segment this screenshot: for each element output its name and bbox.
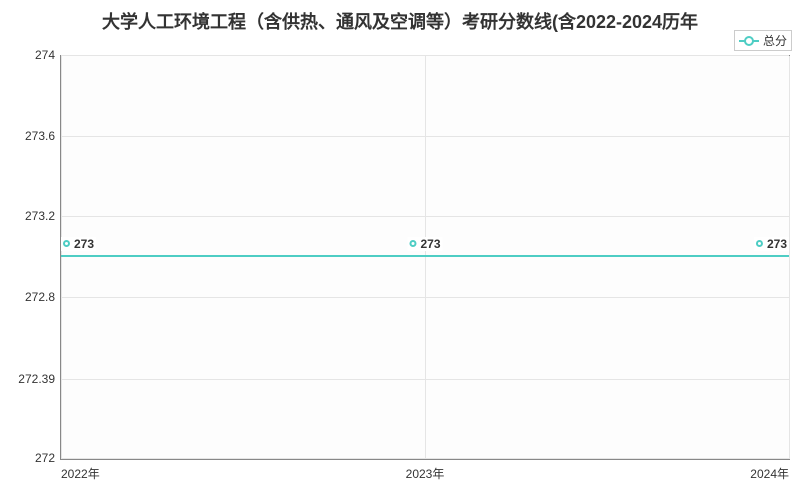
legend-marker-icon (739, 40, 759, 42)
marker-icon (756, 240, 763, 247)
data-point-label: 273 (420, 237, 440, 251)
x-tick-label: 2022年 (61, 459, 100, 482)
data-point-label: 273 (74, 237, 94, 251)
line-chart: 大学人工环境工程（含供热、通风及空调等）考研分数线(含2022-2024历年 总… (0, 0, 800, 500)
y-tick-label: 274 (35, 48, 61, 62)
series-line (61, 255, 789, 257)
chart-legend: 总分 (734, 30, 792, 51)
marker-icon (409, 240, 416, 247)
legend-label: 总分 (763, 32, 787, 49)
y-tick-label: 273.2 (25, 209, 61, 223)
x-tick-label: 2023年 (406, 459, 445, 482)
plot-area: 272 272.39 272.8 273.2 273.6 274 2022年 2… (60, 55, 790, 460)
y-tick-label: 272.8 (25, 290, 61, 304)
data-point: 273 (754, 237, 789, 251)
grid-line: 2023年 (425, 56, 426, 459)
grid-line: 2022年 (61, 56, 62, 459)
x-tick-label: 2024年 (750, 459, 789, 482)
y-tick-label: 273.6 (25, 129, 61, 143)
chart-title: 大学人工环境工程（含供热、通风及空调等）考研分数线(含2022-2024历年 (0, 8, 800, 34)
data-point: 273 (61, 237, 96, 251)
y-tick-label: 272 (35, 451, 61, 465)
y-tick-label: 272.39 (18, 372, 61, 386)
marker-icon (63, 240, 70, 247)
data-point: 273 (407, 237, 442, 251)
grid-line: 2024年 (789, 56, 790, 459)
data-point-label: 273 (767, 237, 787, 251)
